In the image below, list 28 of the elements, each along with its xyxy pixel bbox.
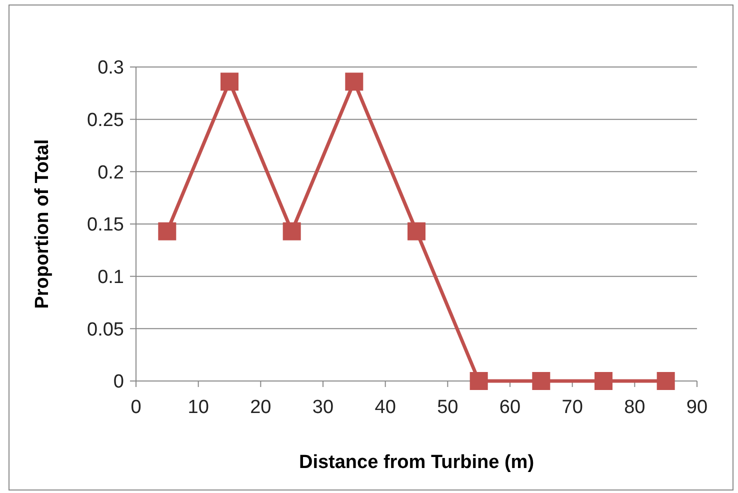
point [220, 72, 238, 91]
y-tick-label: 0.25 [87, 110, 124, 131]
y-tick-label: 0.2 [98, 162, 124, 184]
x-tick-label: 60 [499, 397, 521, 418]
x-tick-label: 10 [188, 397, 209, 418]
point [594, 372, 612, 390]
x-tick-label: 50 [437, 397, 458, 418]
point [408, 222, 426, 240]
y-tick-label: 0 [113, 372, 124, 393]
x-tick-label: 90 [686, 397, 708, 418]
y-tick-label: 0.05 [87, 319, 124, 340]
y-tick-label: 0.1 [98, 266, 124, 288]
x-tick-label: 40 [374, 397, 396, 418]
point [656, 372, 675, 390]
point [282, 222, 301, 240]
x-tick-label: 20 [250, 397, 272, 418]
x-tick-label: 80 [624, 397, 646, 418]
x-tick-label: 0 [130, 397, 142, 418]
point [532, 372, 550, 390]
y-tick-label: 0.15 [87, 214, 124, 236]
x-tick-label: 30 [312, 397, 334, 418]
y-tick-label: 0.3 [98, 58, 124, 79]
point [470, 372, 488, 390]
y-axis-title: Proportion of Total [32, 139, 53, 309]
point [345, 72, 364, 91]
x-tick-label: 70 [562, 397, 583, 418]
x-axis-title: Distance from Turbine (m) [298, 452, 534, 473]
point [158, 222, 176, 240]
